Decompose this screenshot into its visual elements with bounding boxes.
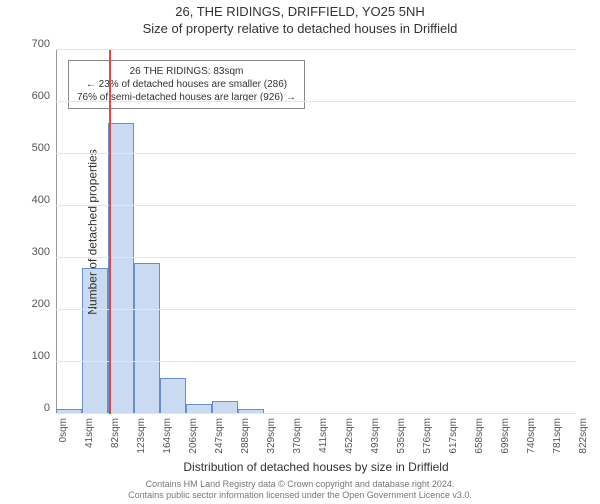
xtick-label: 617sqm bbox=[448, 418, 459, 454]
xtick-label: 658sqm bbox=[474, 418, 485, 454]
ytick-label: 400 bbox=[32, 194, 50, 206]
plot-area: Number of detached properties Distributi… bbox=[56, 50, 576, 414]
ytick-label: 0 bbox=[44, 402, 50, 414]
gridline bbox=[56, 413, 576, 414]
y-axis-label: Number of detached properties bbox=[86, 149, 100, 314]
gridline bbox=[56, 309, 576, 310]
ytick-label: 200 bbox=[32, 298, 50, 310]
xtick-label: 123sqm bbox=[136, 418, 147, 454]
xtick-label: 493sqm bbox=[370, 418, 381, 454]
xtick-label: 247sqm bbox=[214, 418, 225, 454]
ytick-label: 300 bbox=[32, 246, 50, 258]
x-axis-label: Distribution of detached houses by size … bbox=[183, 460, 448, 474]
xtick-label: 288sqm bbox=[240, 418, 251, 454]
page-title-subtitle: Size of property relative to detached ho… bbox=[0, 21, 600, 36]
xtick-label: 822sqm bbox=[578, 418, 589, 454]
xtick-label: 0sqm bbox=[58, 418, 69, 442]
xtick-label: 41sqm bbox=[84, 418, 95, 448]
xtick-label: 329sqm bbox=[266, 418, 277, 454]
ytick-label: 100 bbox=[32, 350, 50, 362]
xtick-label: 164sqm bbox=[162, 418, 173, 454]
histogram-bar bbox=[160, 378, 186, 414]
ytick-label: 700 bbox=[32, 38, 50, 50]
ytick-label: 500 bbox=[32, 142, 50, 154]
xtick-label: 781sqm bbox=[552, 418, 563, 454]
property-marker-line bbox=[109, 50, 111, 414]
histogram-bar bbox=[134, 263, 160, 414]
gridline bbox=[56, 257, 576, 258]
xtick-label: 699sqm bbox=[500, 418, 511, 454]
page-title-address: 26, THE RIDINGS, DRIFFIELD, YO25 5NH bbox=[0, 4, 600, 19]
gridline bbox=[56, 205, 576, 206]
histogram-bar bbox=[108, 123, 134, 414]
gridline bbox=[56, 101, 576, 102]
ytick-label: 600 bbox=[32, 90, 50, 102]
footer-line1: Contains HM Land Registry data © Crown c… bbox=[0, 479, 600, 491]
footer-attribution: Contains HM Land Registry data © Crown c… bbox=[0, 479, 600, 502]
xtick-label: 82sqm bbox=[110, 418, 121, 448]
histogram-chart: Number of detached properties Distributi… bbox=[56, 50, 576, 414]
xtick-label: 452sqm bbox=[344, 418, 355, 454]
xtick-label: 576sqm bbox=[422, 418, 433, 454]
gridline bbox=[56, 49, 576, 50]
footer-line2: Contains public sector information licen… bbox=[0, 490, 600, 502]
xtick-label: 740sqm bbox=[526, 418, 537, 454]
xtick-label: 370sqm bbox=[292, 418, 303, 454]
xtick-label: 411sqm bbox=[318, 418, 329, 453]
gridline bbox=[56, 153, 576, 154]
gridline bbox=[56, 361, 576, 362]
xtick-label: 535sqm bbox=[396, 418, 407, 454]
xtick-label: 206sqm bbox=[188, 418, 199, 454]
